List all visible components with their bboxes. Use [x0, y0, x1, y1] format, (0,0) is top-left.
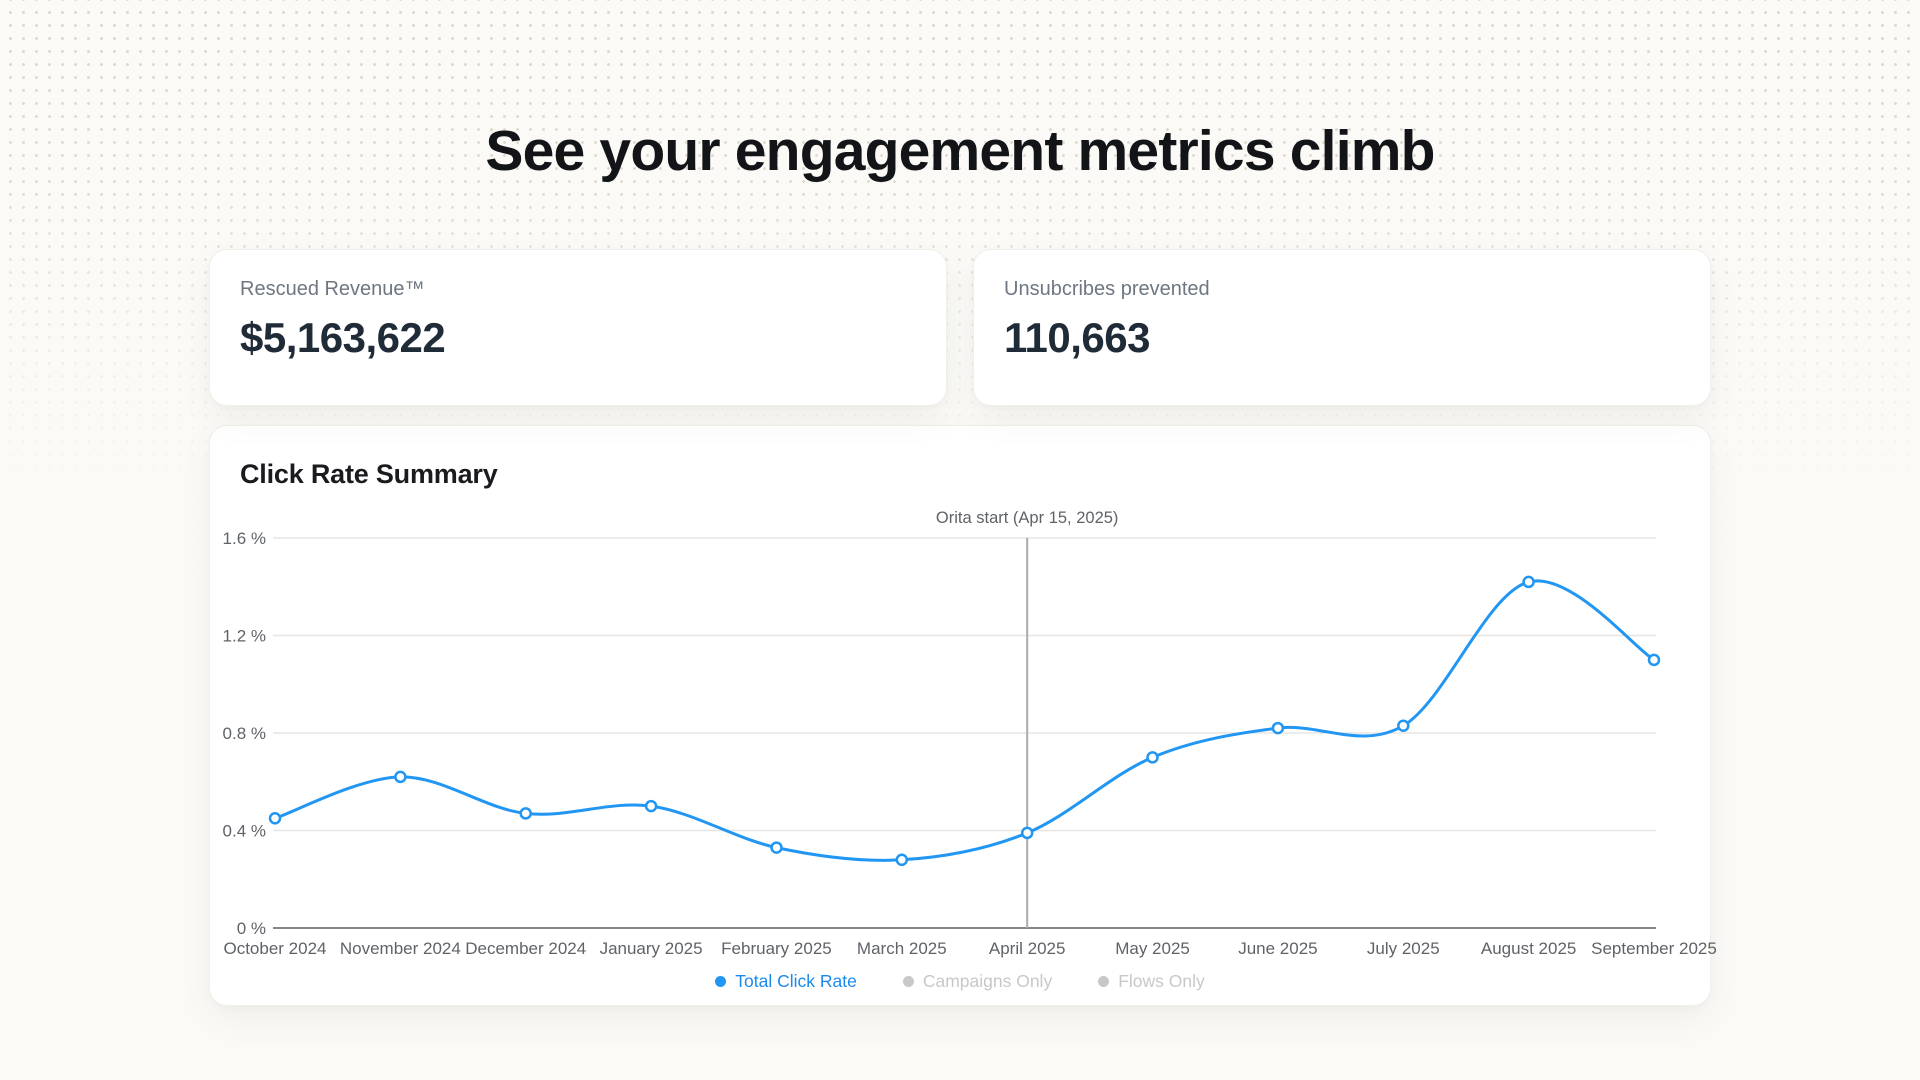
x-tick-label: December 2024: [465, 939, 586, 958]
x-tick-label: February 2025: [721, 939, 832, 958]
metrics-row: Rescued Revenue™ $5,163,622 Unsubcribes …: [209, 249, 1711, 407]
legend-label: Total Click Rate: [735, 971, 857, 992]
x-tick-label: May 2025: [1115, 939, 1190, 958]
x-tick-label: June 2025: [1238, 939, 1317, 958]
data-point-marker: [1271, 722, 1285, 735]
x-tick-label: August 2025: [1481, 939, 1576, 958]
y-tick-label: 0.4 %: [223, 822, 266, 841]
data-point-marker: [770, 841, 783, 855]
x-tick-label: October 2024: [223, 939, 326, 958]
data-point-marker: [1020, 826, 1034, 840]
legend-item-total-click-rate[interactable]: Total Click Rate: [715, 971, 857, 992]
legend-label: Campaigns Only: [922, 971, 1053, 992]
metric-card-unsubscribes-prevented: Unsubcribes prevented 110,663: [973, 249, 1711, 407]
data-point-marker: [1522, 575, 1535, 589]
chart-card: Click Rate Summary 0 % 0.4 % 0.8 % 1.2 % 1.6…: [209, 425, 1717, 1007]
legend-dot-icon: [1098, 976, 1110, 988]
x-tick-label: July 2025: [1367, 939, 1440, 958]
x-tick-label: March 2025: [857, 939, 947, 958]
page-title: See your engagement metrics climb: [485, 119, 1435, 183]
y-tick-label: 1.2 %: [223, 627, 266, 646]
metric-card-rescued-revenue: Rescued Revenue™ $5,163,622: [209, 249, 947, 407]
x-tick-label: November 2024: [340, 939, 461, 958]
metric-value: 110,663: [1004, 314, 1151, 362]
annotation-label: Orita start (Apr 15, 2025): [936, 509, 1119, 527]
total-click-rate-line: [273, 579, 1656, 863]
metric-label: Rescued Revenue™: [240, 278, 425, 301]
data-point-marker: [394, 770, 407, 784]
legend-label: Flows Only: [1118, 971, 1205, 992]
legend-dot-icon: [715, 976, 727, 988]
chart-legend: Total Click Rate Campaigns Only Flows Only: [210, 971, 1710, 992]
click-rate-line-chart: 0 % 0.4 % 0.8 % 1.2 % 1.6 % Orita start (Apr …: [223, 509, 1717, 958]
x-tick-label: April 2025: [989, 939, 1066, 958]
legend-dot-icon: [902, 976, 914, 988]
chart-title: Click Rate Summary: [240, 459, 498, 490]
x-tick-label: January 2025: [600, 939, 703, 958]
data-point-marker: [895, 853, 909, 867]
data-point-marker: [268, 812, 282, 825]
main-content: See your engagement metrics climb Rescue…: [209, 0, 1717, 1007]
data-point-marker: [1146, 751, 1159, 764]
metric-value: $5,163,622: [240, 314, 446, 362]
legend-item-campaigns-only[interactable]: Campaigns Only: [902, 971, 1053, 992]
y-tick-label: 0.8 %: [223, 724, 266, 743]
data-point-marker: [644, 800, 658, 813]
data-point-marker: [519, 807, 532, 820]
data-point-marker: [1397, 719, 1410, 733]
legend-item-flows-only[interactable]: Flows Only: [1098, 971, 1205, 992]
y-tick-label: 1.6 %: [223, 529, 266, 548]
metric-label: Unsubcribes prevented: [1004, 278, 1210, 301]
y-tick-label: 0 %: [237, 919, 266, 938]
data-point-marker: [1647, 653, 1661, 667]
x-tick-label: September 2025: [1591, 939, 1717, 958]
